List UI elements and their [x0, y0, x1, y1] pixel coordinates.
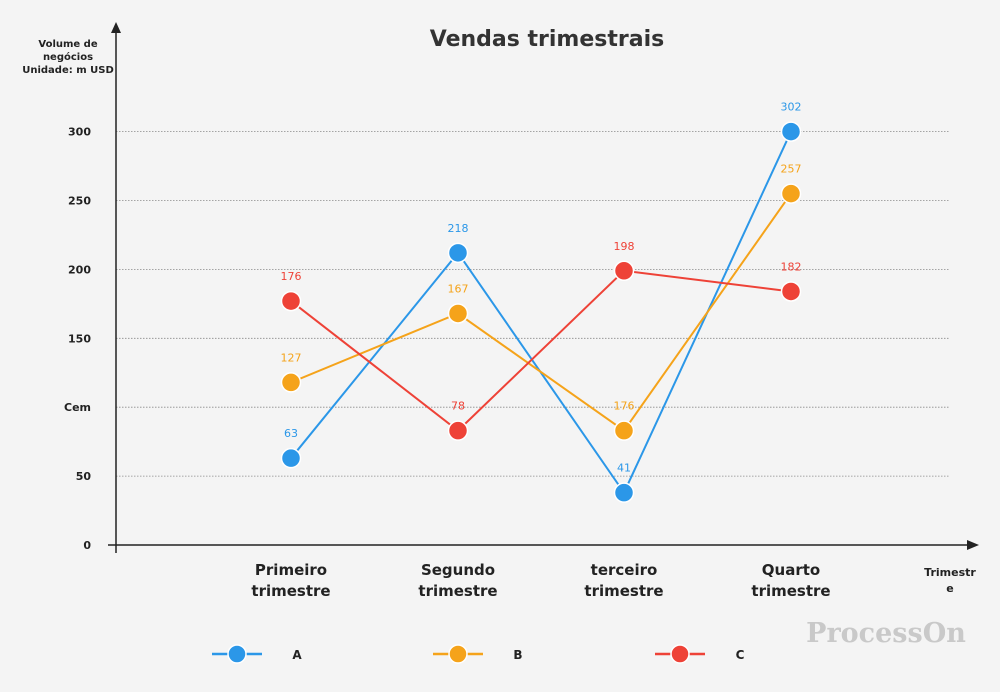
data-point-B — [613, 420, 635, 441]
legend-label-A: A — [292, 648, 302, 662]
data-label-C: 176 — [281, 270, 302, 283]
data-point-C — [447, 420, 469, 441]
y-axis-label-line-3: Unidade: m USD — [22, 65, 114, 76]
data-label-A: 63 — [284, 427, 298, 440]
data-label-A: 218 — [448, 222, 469, 235]
x-category-label: trimestre — [751, 582, 830, 600]
y-tick-label: 200 — [68, 263, 91, 276]
x-category-label: Primeiro — [255, 561, 327, 579]
data-label-B: 167 — [448, 282, 469, 295]
data-point-C — [780, 281, 802, 302]
y-tick-label: 250 — [68, 195, 91, 208]
processon-watermark: ProcessOn — [806, 618, 966, 649]
data-point-C — [613, 260, 635, 282]
data-label-A: 41 — [617, 462, 631, 475]
data-point-A — [280, 447, 302, 469]
data-point-A — [447, 242, 469, 264]
legend-marker-A — [227, 644, 247, 664]
x-category-label: terceiro — [591, 561, 658, 579]
x-category-label: trimestre — [251, 582, 330, 600]
data-point-B — [280, 372, 302, 393]
legend-marker-B — [448, 644, 468, 664]
data-labels: 63 218 41 302 127 167 176 257 176 78 198 182 — [281, 101, 802, 475]
y-tick-label: 150 — [68, 332, 91, 345]
y-axis-arrow-icon — [111, 22, 121, 33]
x-category-label: Quarto — [762, 561, 820, 579]
y-tick-label: 300 — [68, 126, 91, 139]
data-label-B: 127 — [281, 351, 302, 364]
gridlines — [116, 131, 950, 477]
y-axis-label-line-1: Volume de — [38, 39, 97, 50]
data-point-C — [280, 290, 302, 312]
data-point-B — [447, 303, 469, 324]
x-axis-arrow-icon — [967, 540, 979, 550]
series-line-B — [290, 193, 792, 433]
series-points — [280, 121, 802, 503]
x-axis-label-line-2: e — [946, 582, 953, 595]
data-point-B — [780, 183, 802, 204]
legend-label-C: C — [736, 648, 745, 662]
series-line-C — [290, 269, 792, 432]
data-point-A — [613, 482, 635, 503]
legend-label-B: B — [513, 648, 522, 662]
x-category-label: trimestre — [584, 582, 663, 600]
data-label-B: 176 — [614, 400, 635, 413]
y-tick-label: 50 — [76, 470, 92, 483]
y-tick-labels: 0 50 Cem 150 200 250 300 — [64, 126, 91, 552]
y-tick-label: Cem — [64, 401, 91, 414]
data-point-A — [780, 121, 802, 142]
legend-marker-C — [670, 644, 690, 664]
series-line-A — [290, 131, 792, 495]
x-axis-label-line-1: Trimestr — [924, 566, 976, 579]
data-label-C: 78 — [451, 400, 465, 413]
y-tick-label: 0 — [83, 539, 91, 552]
series-lines — [290, 131, 792, 495]
chart-title: Vendas trimestrais — [430, 27, 664, 52]
y-axis-label-line-2: negócios — [43, 51, 93, 63]
legend: A B C — [212, 644, 745, 664]
x-category-label: trimestre — [418, 582, 497, 600]
data-label-C: 198 — [614, 240, 635, 253]
x-category-label: Segundo — [421, 561, 495, 579]
x-category-labels: Primeiro trimestre Segundo trimestre terceir… — [251, 561, 830, 600]
data-label-A: 302 — [781, 101, 802, 114]
data-label-B: 257 — [781, 163, 802, 176]
data-label-C: 182 — [781, 260, 802, 273]
